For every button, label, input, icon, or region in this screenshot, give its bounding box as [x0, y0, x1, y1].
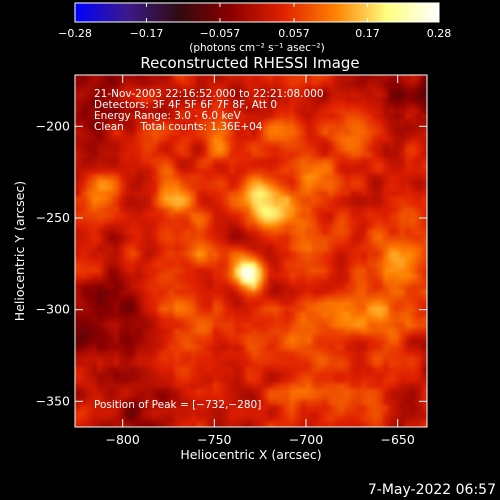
annotation-clean-counts: Clean Total counts: 1.36E+04 [94, 121, 263, 133]
x-tick-label: −800 [105, 432, 139, 447]
colorbar-tick-label: 0.28 [427, 27, 452, 40]
colorbar-tick-label: −0.057 [200, 27, 241, 40]
y-tick-label: −200 [36, 118, 70, 133]
x-tick-label: −650 [380, 432, 414, 447]
x-tick-label: −750 [197, 432, 231, 447]
x-axis-label: Heliocentric X (arcsec) [180, 447, 321, 462]
footer-date: 7-May-2022 06:57 [367, 482, 496, 498]
y-tick-label: −250 [36, 210, 70, 225]
annotation-block: 21-Nov-2003 22:16:52.000 to 22:21:08.000… [94, 88, 324, 411]
annotation-time-range: 21-Nov-2003 22:16:52.000 to 22:21:08.000 [94, 88, 324, 100]
axis-ticks: −800 −750 −700 −650 −200 −250 −300 −350 [36, 75, 427, 447]
colorbar-tick-label: 0.057 [278, 27, 310, 40]
colorbar-tick-label: −0.28 [58, 27, 92, 40]
x-tick-label: −700 [289, 432, 323, 447]
colorbar: −0.28 −0.17 −0.057 0.057 0.17 0.28 (photons c… [58, 2, 451, 54]
colorbar-unit-label: (photons cm⁻² s⁻¹ asec⁻²) [189, 42, 324, 54]
annotation-detectors: Detectors: 3F 4F 5F 6F 7F 8F, Att 0 [94, 99, 277, 111]
colorbar-ticks: −0.28 −0.17 −0.057 0.057 0.17 0.28 [58, 3, 451, 40]
colorbar-tick-label: 0.17 [355, 27, 380, 40]
colorbar-strip [74, 2, 440, 23]
colorbar-tick-label: −0.17 [130, 27, 164, 40]
heatmap-image [75, 75, 427, 427]
plot-frame [74, 74, 428, 428]
chart-title: Reconstructed RHESSI Image [140, 54, 359, 72]
y-tick-label: −350 [36, 393, 70, 408]
y-tick-label: −300 [36, 302, 70, 317]
y-axis-label: Heliocentric Y (arcsec) [12, 181, 27, 321]
annotation-peak-position: Position of Peak = [−732,−280] [94, 399, 261, 411]
annotation-energy-range: Energy Range: 3.0 - 6.0 keV [94, 110, 242, 122]
plot-area: −800 −750 −700 −650 −200 −250 −300 −350 [36, 74, 428, 447]
